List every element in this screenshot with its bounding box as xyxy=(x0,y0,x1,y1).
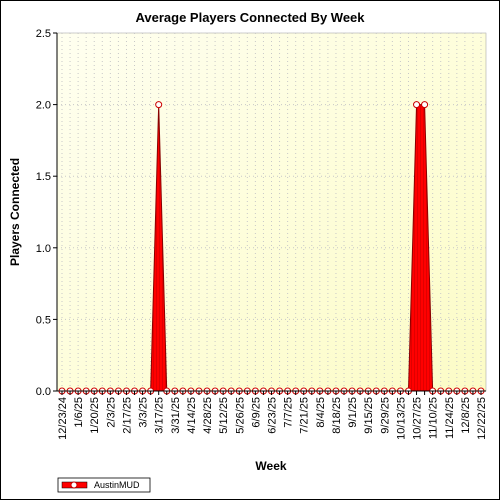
x-tick-label: 9/1/25 xyxy=(347,397,359,428)
x-tick-label: 4/28/25 xyxy=(202,397,214,434)
legend-box xyxy=(57,477,151,493)
x-tick-label: 12/22/25 xyxy=(476,397,488,440)
x-tick-label: 11/24/25 xyxy=(444,397,456,439)
data-point xyxy=(413,101,421,109)
y-tick-label: 2.5 xyxy=(36,28,51,40)
x-tick-label: 6/9/25 xyxy=(250,397,262,428)
chart-title: Average Players Connected By Week xyxy=(135,10,365,25)
x-tick-label: 6/23/25 xyxy=(267,397,279,434)
x-tick-label: 9/29/25 xyxy=(379,397,391,434)
x-tick-label: 1/20/25 xyxy=(89,397,101,434)
x-tick-label: 7/7/25 xyxy=(283,397,295,428)
y-tick-label: 2.0 xyxy=(36,100,51,112)
legend-label: AustinMUD xyxy=(94,480,140,490)
x-axis-title: Week xyxy=(255,459,286,473)
data-point xyxy=(155,101,163,109)
x-tick-label: 4/14/25 xyxy=(186,397,198,434)
x-tick-label: 10/13/25 xyxy=(395,397,407,440)
y-tick-label: 1.0 xyxy=(36,243,51,255)
x-tick-label: 5/12/25 xyxy=(218,397,230,434)
y-axis: 0.0 0.5 1.0 1.5 2.0 2.5 xyxy=(36,28,58,398)
x-tick-label: 7/21/25 xyxy=(299,397,311,434)
data-point xyxy=(421,101,429,109)
x-tick-label: 3/31/25 xyxy=(170,397,182,434)
y-tick-label: 0.0 xyxy=(36,386,51,398)
legend-marker xyxy=(70,481,78,489)
y-tick-label: 0.5 xyxy=(36,314,51,326)
x-tick-label: 12/23/24 xyxy=(57,397,69,440)
x-tick-label: 5/26/25 xyxy=(234,397,246,434)
x-axis: 12/23/24 1/6/25 1/20/25 2/3/25 2/17/25 3/3/25… xyxy=(57,390,488,440)
x-tick-label: 10/27/25 xyxy=(412,397,424,440)
y-tick-label: 1.5 xyxy=(36,171,51,183)
x-tick-label: 12/8/25 xyxy=(460,397,472,434)
x-tick-label: 2/3/25 xyxy=(105,397,117,428)
x-tick-label: 9/15/25 xyxy=(363,397,375,434)
x-tick-label: 8/18/25 xyxy=(331,397,343,434)
legend: AustinMUD xyxy=(57,477,151,493)
x-tick-label: 3/3/25 xyxy=(138,397,150,428)
x-tick-label: 3/17/25 xyxy=(154,397,166,434)
y-axis-title: Players Connected xyxy=(8,158,22,266)
x-tick-label: 11/10/25 xyxy=(428,397,440,439)
x-tick-label: 2/17/25 xyxy=(121,397,133,434)
x-tick-label: 8/4/25 xyxy=(315,397,327,428)
x-tick-label: 1/6/25 xyxy=(73,397,85,428)
